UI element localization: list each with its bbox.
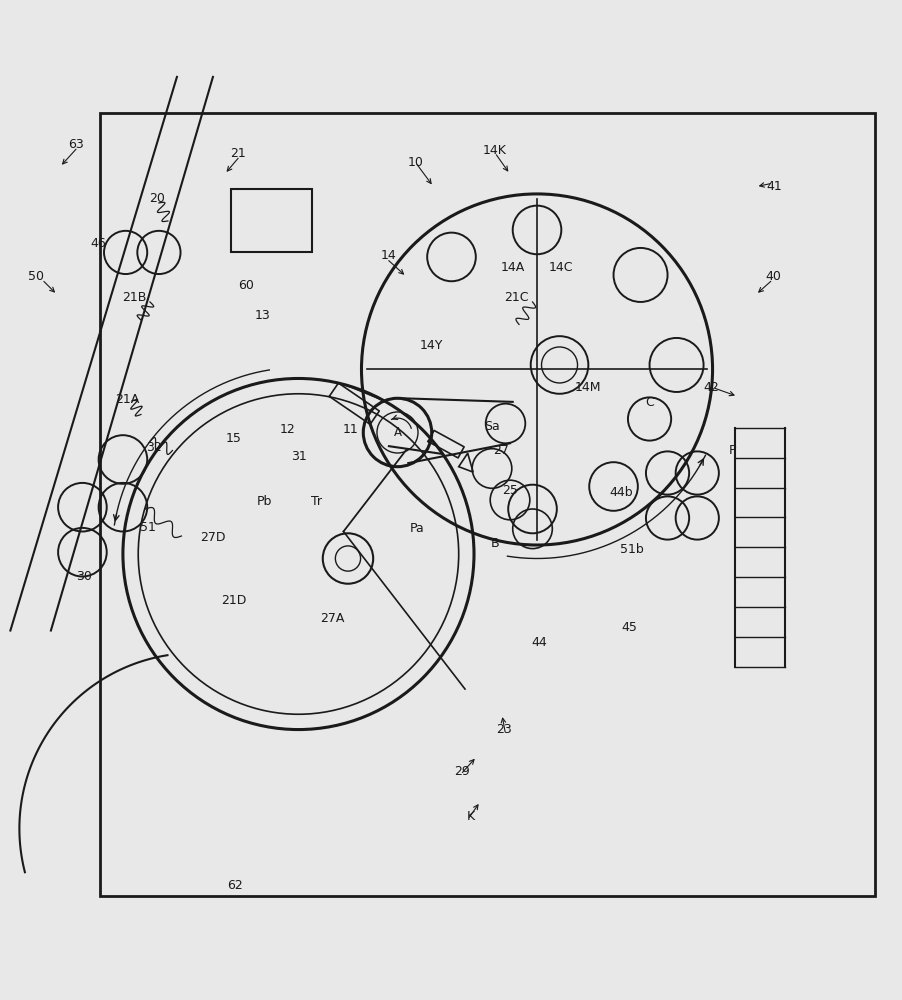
Text: B: B xyxy=(490,537,499,550)
Text: 45: 45 xyxy=(621,621,637,634)
Text: 14A: 14A xyxy=(500,261,524,274)
Text: 21A: 21A xyxy=(115,393,140,406)
Text: 44: 44 xyxy=(531,636,547,649)
Text: 50: 50 xyxy=(28,270,43,283)
Text: 63: 63 xyxy=(69,138,84,151)
Text: 31: 31 xyxy=(290,450,306,463)
Text: 11: 11 xyxy=(343,423,358,436)
Text: 42: 42 xyxy=(702,381,718,394)
Text: 51b: 51b xyxy=(619,543,643,556)
Text: 15: 15 xyxy=(226,432,242,445)
Text: 32: 32 xyxy=(146,441,162,454)
Text: 21: 21 xyxy=(230,147,245,160)
Text: 21D: 21D xyxy=(221,594,246,607)
Text: 27: 27 xyxy=(492,444,509,457)
Text: 23: 23 xyxy=(495,723,511,736)
Text: Pb: Pb xyxy=(256,495,272,508)
Text: 44b: 44b xyxy=(608,486,632,499)
Text: 14K: 14K xyxy=(483,144,506,157)
Text: A: A xyxy=(393,426,401,439)
Text: 20: 20 xyxy=(149,192,165,205)
Text: 60: 60 xyxy=(238,279,253,292)
Text: 51: 51 xyxy=(140,521,156,534)
Text: 21B: 21B xyxy=(123,291,147,304)
Text: 12: 12 xyxy=(280,423,295,436)
Text: Sa: Sa xyxy=(483,420,500,433)
Text: 62: 62 xyxy=(227,879,243,892)
Text: 14C: 14C xyxy=(548,261,573,274)
Text: 25: 25 xyxy=(502,484,518,497)
Text: 30: 30 xyxy=(76,570,92,583)
Text: 27A: 27A xyxy=(320,612,345,625)
Text: P: P xyxy=(728,444,735,457)
Text: 14Y: 14Y xyxy=(419,339,443,352)
Text: 29: 29 xyxy=(454,765,470,778)
Text: K: K xyxy=(466,810,474,823)
Text: 21C: 21C xyxy=(503,291,528,304)
Text: 40: 40 xyxy=(765,270,781,283)
Text: 41: 41 xyxy=(765,180,781,193)
Text: Tr: Tr xyxy=(310,495,322,508)
Text: 46: 46 xyxy=(90,237,106,250)
Text: 14: 14 xyxy=(380,249,396,262)
Text: 27D: 27D xyxy=(200,531,226,544)
Text: Pa: Pa xyxy=(410,522,424,535)
Text: 13: 13 xyxy=(254,309,270,322)
Text: 14M: 14M xyxy=(575,381,601,394)
Text: C: C xyxy=(644,396,653,409)
Text: 10: 10 xyxy=(407,156,423,169)
